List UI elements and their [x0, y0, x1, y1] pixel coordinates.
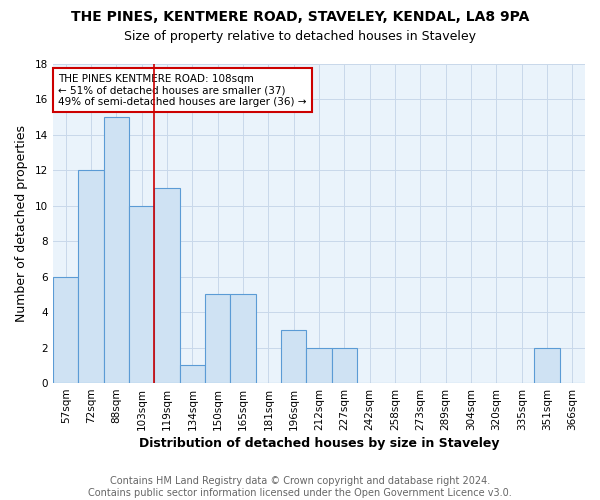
Bar	[332, 348, 357, 383]
Text: THE PINES KENTMERE ROAD: 108sqm
← 51% of detached houses are smaller (37)
49% of: THE PINES KENTMERE ROAD: 108sqm ← 51% of…	[58, 74, 307, 107]
Bar	[180, 366, 205, 383]
Bar	[230, 294, 256, 383]
Bar	[281, 330, 307, 383]
Bar	[535, 348, 560, 383]
Text: Size of property relative to detached houses in Staveley: Size of property relative to detached ho…	[124, 30, 476, 43]
Text: Contains HM Land Registry data © Crown copyright and database right 2024.
Contai: Contains HM Land Registry data © Crown c…	[88, 476, 512, 498]
Y-axis label: Number of detached properties: Number of detached properties	[15, 125, 28, 322]
X-axis label: Distribution of detached houses by size in Staveley: Distribution of detached houses by size …	[139, 437, 499, 450]
Bar	[154, 188, 180, 383]
Bar	[205, 294, 230, 383]
Bar	[104, 117, 129, 383]
Bar	[129, 206, 154, 383]
Bar	[79, 170, 104, 383]
Bar	[53, 276, 79, 383]
Bar	[307, 348, 332, 383]
Text: THE PINES, KENTMERE ROAD, STAVELEY, KENDAL, LA8 9PA: THE PINES, KENTMERE ROAD, STAVELEY, KEND…	[71, 10, 529, 24]
